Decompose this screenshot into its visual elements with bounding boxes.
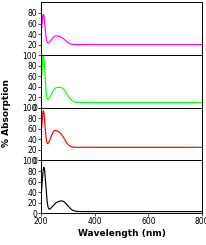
Text: % Absorption: % Absorption	[2, 79, 11, 147]
X-axis label: Wavelength (nm): Wavelength (nm)	[78, 229, 165, 238]
